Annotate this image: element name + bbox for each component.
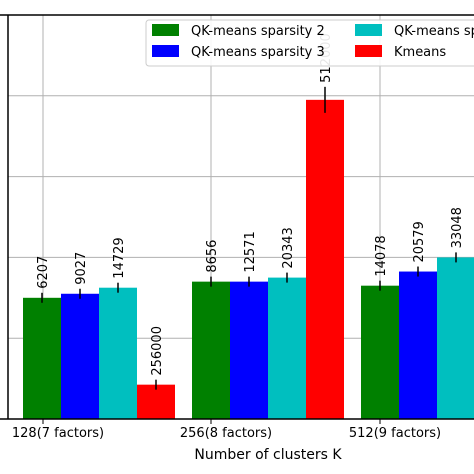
bar-0-1 <box>192 281 230 419</box>
bar-1-2 <box>399 271 437 419</box>
bar-label-2-2: 33048 <box>450 207 465 248</box>
bar-2-0 <box>99 287 137 419</box>
bar-3-1 <box>306 99 344 419</box>
legend-swatch-1 <box>152 45 179 57</box>
x-tick-labels: 128(7 factors) 256(8 factors) 512(9 factor… <box>12 426 441 441</box>
legend-box <box>145 19 474 67</box>
legend-label-1: QK-means sparsity 3 <box>191 45 325 60</box>
bar-1-0 <box>61 293 99 419</box>
bar-2-2 <box>437 257 474 419</box>
legend-swatch-0 <box>152 24 179 36</box>
bar-label-2-0: 14729 <box>112 237 127 278</box>
legend-label-2: QK-means sp <box>394 24 474 39</box>
bar-label-2-1: 20343 <box>281 227 296 268</box>
bar-label-3-0: 256000 <box>150 326 165 376</box>
bar-label-0-0: 6207 <box>36 256 51 289</box>
bar-0-0 <box>23 297 61 419</box>
legend-swatch-3 <box>355 45 382 57</box>
bar-label-1-0: 9027 <box>74 252 89 285</box>
bar-label-0-1: 8656 <box>205 240 220 273</box>
legend: QK-means sparsity 2 QK-means sparsity 3 QK… <box>145 19 474 67</box>
legend-swatch-2 <box>355 24 382 36</box>
x-tick-label-1: 256(8 factors) <box>180 426 272 441</box>
x-tick-label-2: 512(9 factors) <box>349 426 441 441</box>
bars <box>23 86 474 419</box>
legend-label-0: QK-means sparsity 2 <box>191 24 325 39</box>
bar-3-0 <box>137 384 175 419</box>
axes <box>0 14 474 424</box>
x-axis-label: Number of clusters K <box>194 447 342 463</box>
bar-2-1 <box>268 277 306 419</box>
bar-1-1 <box>230 281 268 419</box>
legend-label-3: Kmeans <box>394 45 446 60</box>
bar-label-1-2: 20579 <box>412 221 427 262</box>
bar-label-0-2: 14078 <box>374 235 389 276</box>
x-tick-label-0: 128(7 factors) <box>12 426 104 441</box>
bar-label-1-1: 12571 <box>243 231 258 272</box>
bar-0-2 <box>361 285 399 419</box>
